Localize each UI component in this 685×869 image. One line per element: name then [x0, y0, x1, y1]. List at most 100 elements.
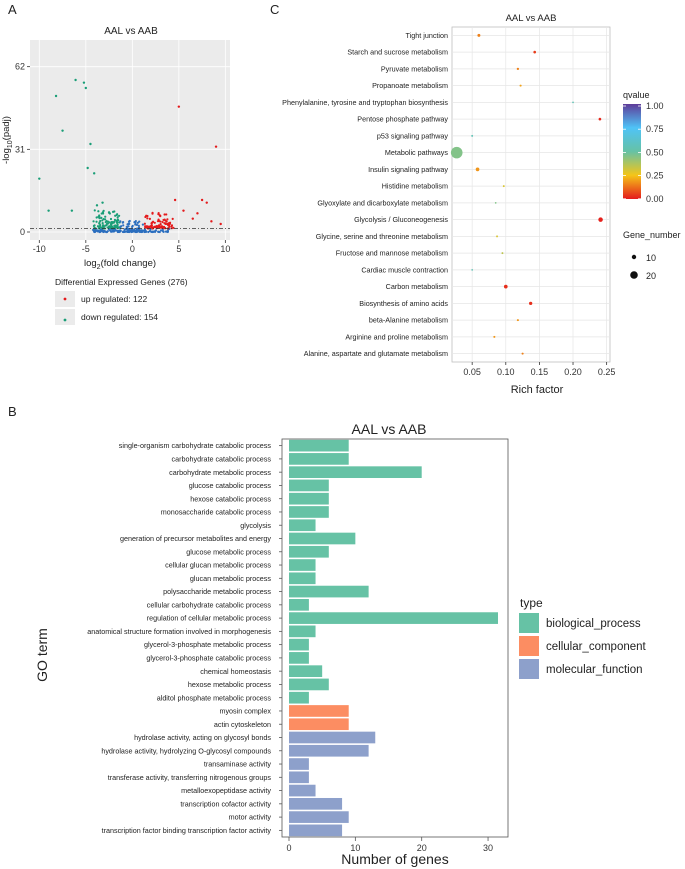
- kegg-point: [521, 352, 524, 355]
- go-category-label: anatomical structure formation involved …: [87, 627, 271, 636]
- go-bar: [289, 652, 309, 664]
- volcano-point-up: [205, 201, 208, 204]
- go-bar: [289, 718, 349, 731]
- volcano-point-up: [146, 217, 149, 220]
- volcano-point: [166, 230, 169, 234]
- qvalue-tick-label: 1.00: [646, 101, 664, 111]
- panel-label-a: A: [8, 2, 17, 17]
- kegg-point: [516, 67, 520, 71]
- volcano-point-down: [114, 226, 117, 229]
- volcano-point: [92, 228, 95, 232]
- go-category-label: carbohydrate catabolic process: [172, 455, 272, 464]
- volcano-point: [154, 229, 157, 233]
- go-category-label: myosin complex: [219, 707, 271, 716]
- go-bar: [289, 466, 422, 479]
- volcano-point: [110, 230, 113, 233]
- volcano-point-down: [108, 225, 111, 228]
- kegg-point: [494, 202, 497, 204]
- volcano-point-down: [92, 172, 96, 175]
- kegg-point: [496, 235, 499, 238]
- volcano-point: [137, 224, 140, 227]
- size-legend-label-10: 10: [646, 253, 656, 263]
- kegg-xtick-label-4: 0.25: [598, 367, 616, 377]
- go-category-label: hydrolase activity, hydrolyzing O-glycos…: [101, 746, 271, 755]
- volcano-point-down: [115, 213, 118, 217]
- go-bar: [289, 585, 369, 598]
- volcano-point-down: [116, 224, 119, 227]
- go-category-label: hexose metabolic process: [188, 680, 272, 689]
- volcano-point: [125, 225, 128, 228]
- volcano-point: [161, 220, 164, 224]
- go-category-label: transcription cofactor activity: [180, 799, 271, 808]
- volcano-point: [122, 224, 125, 227]
- volcano-point-down: [107, 211, 111, 214]
- volcano-point: [139, 230, 143, 233]
- kegg-term-label: p53 signaling pathway: [377, 131, 449, 140]
- kegg-xtick-label-3: 0.20: [564, 367, 582, 377]
- volcano-point-up: [219, 222, 222, 226]
- volcano-point: [128, 230, 131, 233]
- volcano-point-up: [210, 220, 213, 223]
- size-legend-label-20: 20: [646, 271, 656, 281]
- panel-label-b: B: [8, 404, 17, 419]
- type-legend-label-bp: biological_process: [546, 618, 641, 630]
- kegg-term-label: Histidine metabolism: [382, 182, 448, 191]
- type-legend-key-cc: [519, 636, 539, 656]
- volcano-point: [92, 220, 95, 223]
- go-bar: [289, 744, 369, 757]
- go-category-label: hydrolase activity, acting on glycosyl b…: [134, 733, 271, 742]
- go-ylabel: GO term: [34, 628, 50, 682]
- kegg-point: [519, 84, 522, 87]
- volcano-point-up: [163, 213, 166, 216]
- go-xtick-label-1: 10: [350, 843, 360, 853]
- volcano-point: [99, 219, 102, 223]
- go-category-label: glycolysis: [240, 521, 271, 530]
- kegg-point: [598, 117, 602, 121]
- volcano-xtick-label-3: 5: [176, 244, 181, 254]
- kegg-bubble-plot: AAL vs AAB Tight junction Starch and sucr…: [282, 13, 680, 396]
- go-category-label: single-organism carbohydrate catabolic p…: [119, 441, 272, 450]
- go-bar: [289, 559, 316, 571]
- volcano-ylabel: -log10(padj): [1, 116, 14, 164]
- kegg-point: [501, 252, 504, 255]
- volcano-point-down: [104, 215, 107, 218]
- volcano-point-up: [159, 214, 162, 218]
- volcano-point-up: [146, 225, 149, 228]
- kegg-term-label: Tight junction: [406, 31, 448, 40]
- volcano-point-down: [102, 209, 105, 212]
- volcano-point: [116, 221, 119, 224]
- go-category-label: glycerol-3-phosphate catabolic process: [146, 654, 271, 663]
- kegg-point: [450, 146, 463, 159]
- volcano-point-up: [157, 218, 160, 221]
- volcano-point-down: [97, 210, 100, 213]
- volcano-point-up: [173, 198, 177, 202]
- volcano-point-down: [109, 217, 113, 221]
- size-legend-dot-10: [631, 254, 637, 260]
- volcano-ticks: -10 -5 0 5 10 0 31 62: [15, 62, 230, 254]
- volcano-point: [113, 229, 116, 232]
- volcano-point-down: [86, 166, 89, 170]
- volcano-point: [122, 230, 125, 233]
- legend-label-up: up regulated: 122: [81, 294, 147, 304]
- volcano-xtick-label-1: -5: [82, 244, 90, 254]
- kegg-point: [471, 134, 474, 137]
- volcano-point-up: [182, 209, 185, 212]
- legend-key-down-bg: [55, 309, 75, 325]
- go-category-label: actin cytoskeleton: [214, 720, 271, 729]
- kegg-point: [572, 101, 574, 104]
- legend-key-up: [63, 297, 67, 301]
- kegg-xtick-label-2: 0.15: [531, 367, 549, 377]
- kegg-term-label: Glyoxylate and dicarboxylate metabolism: [317, 198, 448, 207]
- go-xtick-label-3: 30: [483, 843, 493, 853]
- volcano-point: [119, 220, 122, 223]
- volcano-point: [132, 230, 135, 233]
- size-legend-title: Gene_number: [623, 230, 681, 240]
- go-bar: [289, 638, 309, 651]
- kegg-term-label: Fructose and mannose metabolism: [336, 249, 448, 258]
- kegg-point: [598, 217, 603, 222]
- kegg-points: [450, 33, 603, 355]
- kegg-term-label: Glycine, serine and threonine metabolism: [316, 232, 448, 241]
- volcano-point: [121, 221, 124, 224]
- go-bar: [289, 784, 316, 797]
- size-legend-dot-20: [630, 271, 638, 279]
